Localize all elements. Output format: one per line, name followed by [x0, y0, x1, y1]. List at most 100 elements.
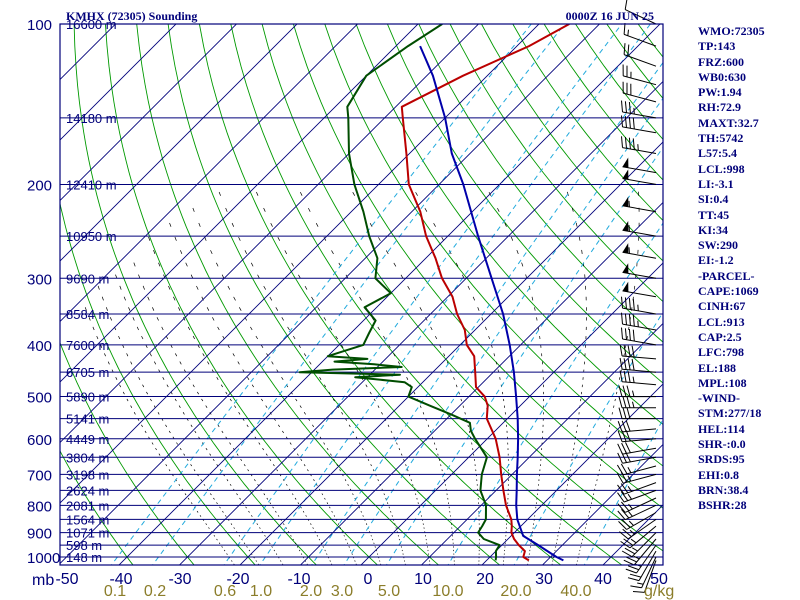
wind-barb-full [626, 407, 631, 419]
wind-barb [621, 327, 657, 346]
wind-barb-full [618, 385, 623, 397]
wind-barb-full [622, 528, 632, 537]
height-label: 10950 m [66, 229, 117, 244]
wind-barb-full [621, 100, 623, 113]
sounding-index-item: FRZ:600 [698, 54, 744, 69]
wind-barb [623, 538, 657, 566]
wind-barb [622, 169, 657, 185]
height-label: 5141 m [66, 412, 109, 427]
wind-barb [617, 497, 657, 513]
wind-barb-staff [622, 355, 657, 360]
wind-barb-pennant [622, 243, 629, 254]
sounding-index-item: KI:34 [698, 222, 728, 237]
wind-barb-full [623, 358, 627, 370]
wind-barb [618, 512, 657, 530]
wind-barb-full [617, 503, 626, 513]
wind-barb-half [637, 304, 639, 311]
moist-adiabat-line [487, 190, 544, 565]
sounding-index-item: CAPE:1069 [698, 284, 759, 299]
wind-barb-full [626, 556, 637, 563]
wind-barb-full [617, 510, 626, 521]
wind-barb-full [618, 396, 623, 408]
pressure-tick-label: 100 [27, 17, 52, 34]
isotherm-line [541, 443, 663, 565]
wind-barb [621, 115, 657, 134]
wind-barb-full [621, 519, 631, 528]
chart-time: 0000Z 16 JUN 25 [566, 9, 654, 23]
wind-barb-staff [622, 368, 657, 373]
wind-barb-full [618, 407, 623, 419]
sounding-index-item: WB0:630 [698, 69, 746, 84]
wind-barb-staff [623, 92, 657, 103]
wind-barb-full [621, 550, 633, 558]
wind-barb-staff [627, 518, 657, 540]
wind-barb-full [616, 473, 624, 484]
isotherm-line [420, 322, 663, 565]
wind-barb-full [631, 358, 635, 371]
wind-barb [622, 221, 657, 237]
wind-barb-full [624, 0, 628, 10]
wind-barb-full [624, 547, 636, 555]
moist-adiabat-line [218, 190, 406, 565]
wind-barb-half [628, 520, 634, 526]
wind-barb-full [621, 420, 627, 432]
wind-barb-staff [638, 550, 657, 581]
isotherm-line [60, 24, 480, 444]
pressure-tick-label: 200 [27, 177, 52, 194]
height-label: 7600 m [66, 338, 109, 353]
wind-barb-pennant [622, 281, 629, 292]
wind-barb [619, 344, 657, 360]
wind-barb-staff [636, 544, 657, 574]
sounding-traces [298, 24, 570, 562]
wind-barb [617, 504, 657, 521]
wind-barb [619, 370, 657, 386]
wind-barb-full [620, 540, 631, 549]
wind-barb-full [616, 464, 624, 476]
wind-barbs [616, 0, 657, 593]
wind-barb-full [617, 484, 625, 495]
isotherm-line [118, 24, 661, 565]
wind-barb-full [632, 138, 635, 150]
wind-barb-half [630, 538, 637, 544]
wind-barb [619, 518, 657, 540]
pressure-tick-label: 800 [27, 498, 52, 515]
moist-adiabat-line [168, 221, 357, 565]
sounding-index-item: SRDS:95 [698, 452, 745, 467]
wind-barb-full [623, 370, 627, 383]
wind-barb [617, 442, 657, 455]
moist-adiabat-line [255, 190, 431, 565]
wind-barb [619, 357, 657, 373]
wind-barb-pennant [622, 196, 629, 207]
mixing-ratio-tick-label: 40.0 [560, 583, 591, 600]
wind-barb-full [622, 396, 627, 408]
wind-barb-full [619, 531, 629, 540]
height-label: 5890 m [66, 390, 109, 405]
wind-barb-full [628, 137, 631, 150]
wind-barb [624, 0, 657, 25]
wind-barb-full [632, 329, 635, 342]
temperature-trace [400, 24, 570, 562]
wind-barb-full [618, 521, 627, 530]
wind-barb-staff [641, 556, 657, 589]
wind-barb-staff [622, 381, 657, 386]
mixing-ratio-unit-label: g/kg [644, 583, 674, 600]
wind-barb-full [620, 463, 628, 475]
wind-barb-full [623, 538, 634, 546]
wind-barb-full [621, 442, 627, 454]
height-label: 2081 m [66, 498, 109, 513]
pressure-tick-label: 300 [27, 271, 52, 288]
wind-barb [622, 81, 657, 103]
height-label: 3804 m [66, 450, 109, 465]
wind-barb-full [626, 396, 631, 408]
wind-barb-full [621, 508, 630, 519]
wind-barb-full [619, 344, 623, 357]
mixing-ratio-tick-label: 5.0 [378, 583, 400, 600]
wind-barb-full [619, 357, 623, 370]
wind-barb-half [632, 390, 635, 397]
sounding-index-item: TT:45 [698, 207, 730, 222]
wind-barb-staff [624, 504, 657, 521]
temperature-tick-label: -20 [226, 571, 249, 588]
